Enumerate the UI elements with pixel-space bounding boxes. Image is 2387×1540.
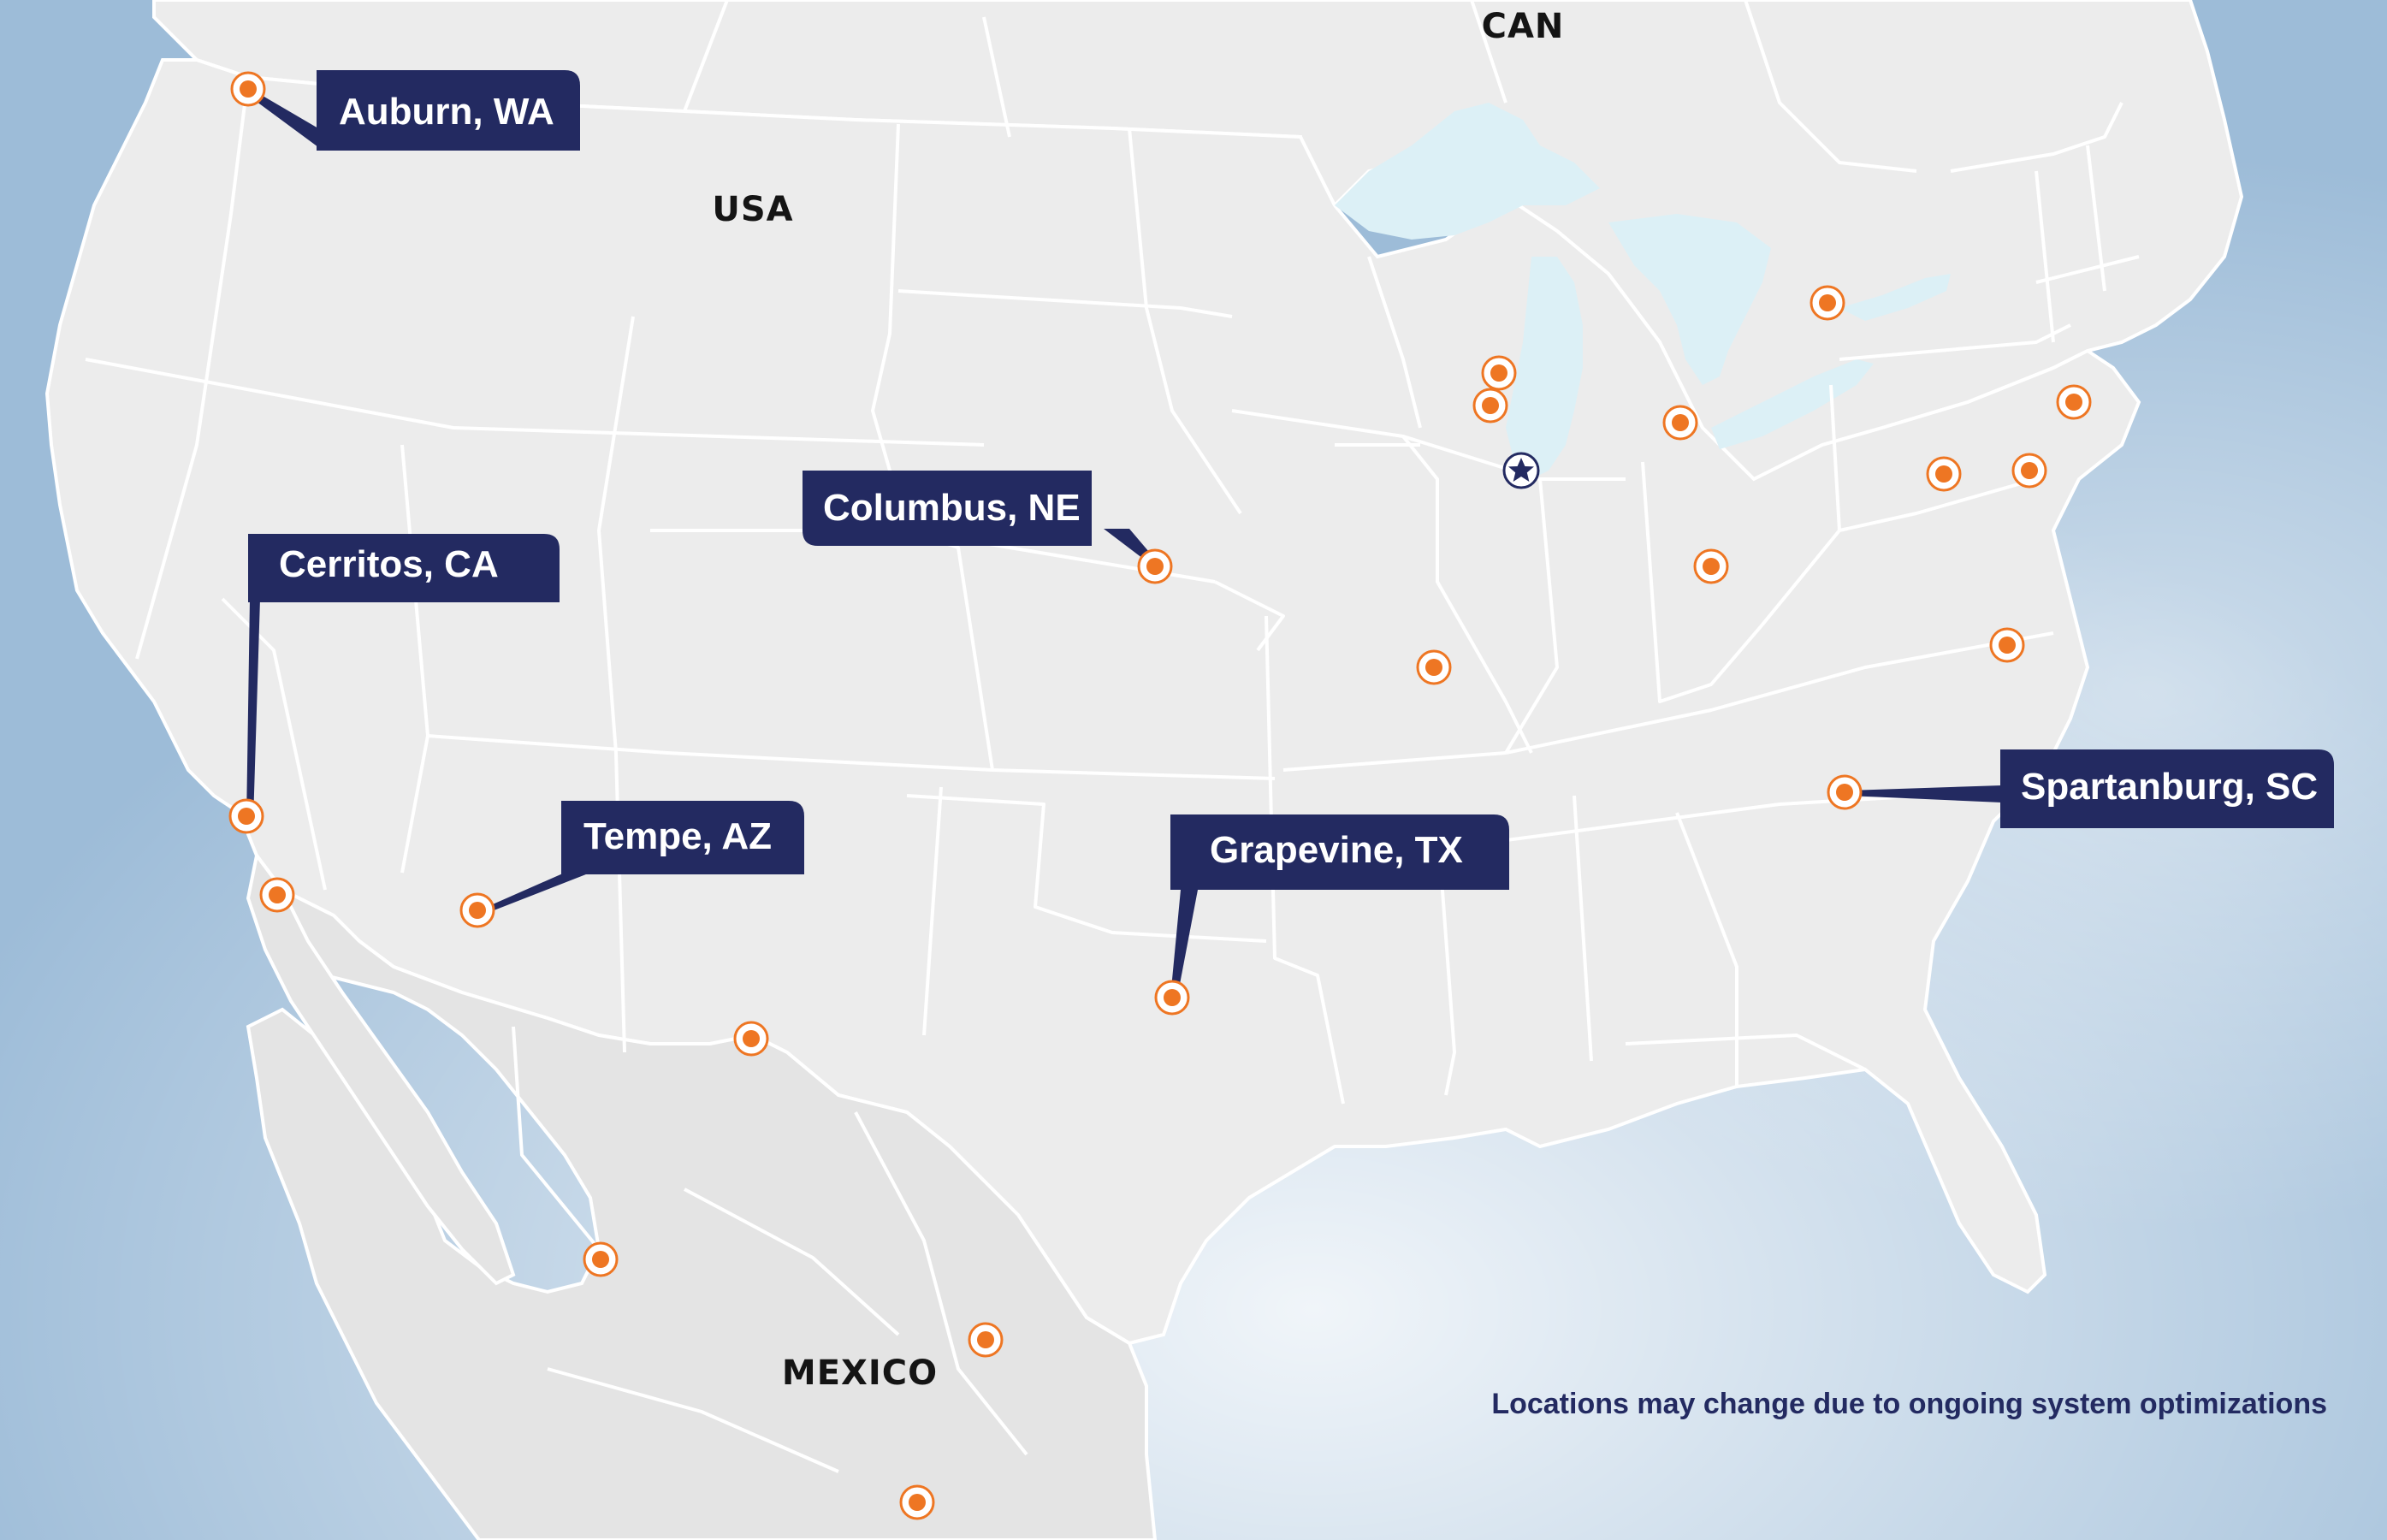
location-marker-icon[interactable]	[1416, 649, 1452, 685]
location-marker-icon[interactable]	[1662, 405, 1698, 441]
location-marker-icon[interactable]	[968, 1322, 1004, 1358]
disclaimer-note: Locations may change due to ongoing syst…	[1491, 1388, 2327, 1420]
country-label-canada: CAN	[1482, 7, 1565, 46]
usa-land	[44, 58, 2141, 1346]
location-marker-icon[interactable]	[1827, 774, 1863, 810]
country-label-mexico: MEXICO	[782, 1353, 938, 1393]
callout-grapevine[interactable]: Grapevine, TX	[1170, 814, 1509, 890]
location-marker-icon[interactable]	[2011, 453, 2047, 489]
location-markers	[228, 71, 2092, 1520]
callout-label-grapevine: Grapevine, TX	[1210, 829, 1463, 871]
callout-spartanburg[interactable]: Spartanburg, SC	[2000, 749, 2334, 828]
lake-ontario	[1839, 274, 1951, 321]
callout-label-tempe: Tempe, AZ	[583, 815, 772, 857]
headquarters-marker[interactable]	[1502, 452, 1540, 489]
callout-label-columbus: Columbus, NE	[823, 487, 1081, 529]
callout-columbus[interactable]: Columbus, NE	[803, 471, 1092, 546]
location-marker-icon[interactable]	[1472, 388, 1508, 424]
star-icon	[1508, 458, 1534, 482]
callout-label-cerritos: Cerritos, CA	[279, 543, 499, 585]
location-marker-icon[interactable]	[259, 877, 295, 913]
location-marker-icon[interactable]	[1154, 980, 1190, 1016]
location-marker-icon[interactable]	[228, 798, 264, 834]
location-marker-icon[interactable]	[1481, 355, 1517, 391]
location-marker-icon[interactable]	[459, 892, 495, 928]
location-marker-icon[interactable]	[1989, 627, 2025, 663]
location-marker-icon[interactable]	[583, 1241, 619, 1277]
location-marker-icon[interactable]	[2056, 384, 2092, 420]
country-label-usa: USA	[712, 190, 793, 229]
location-marker-icon[interactable]	[1810, 285, 1845, 321]
baja-peninsula	[246, 851, 516, 1286]
callout-cerritos[interactable]: Cerritos, CA	[248, 534, 560, 602]
lake-huron	[1608, 214, 1771, 385]
lake-michigan	[1506, 257, 1583, 479]
callout-label-spartanburg: Spartanburg, SC	[2021, 766, 2318, 808]
location-marker-icon[interactable]	[230, 71, 266, 107]
location-marker-icon[interactable]	[1693, 548, 1729, 584]
location-marker-icon[interactable]	[1137, 548, 1173, 584]
callout-auburn[interactable]: Auburn, WA	[317, 70, 580, 151]
location-marker-icon[interactable]	[1926, 456, 1962, 492]
lake-superior	[1335, 103, 1600, 240]
callout-label-auburn: Auburn, WA	[339, 91, 554, 133]
callout-tempe[interactable]: Tempe, AZ	[561, 801, 804, 874]
location-marker-icon[interactable]	[733, 1021, 769, 1057]
lake-erie	[1711, 359, 1874, 449]
location-marker-icon[interactable]	[899, 1484, 935, 1520]
